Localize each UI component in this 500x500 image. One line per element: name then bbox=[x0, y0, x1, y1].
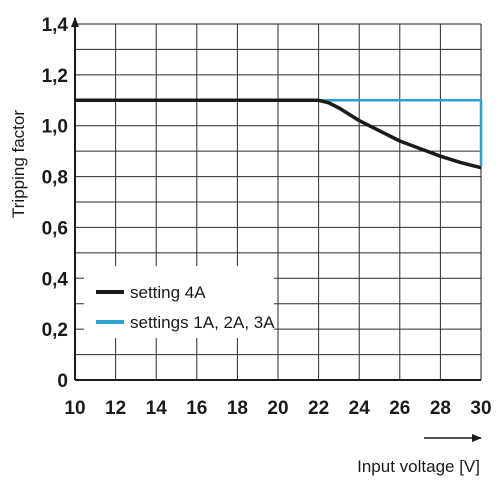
x-tick-label: 20 bbox=[267, 398, 288, 419]
x-tick-label: 22 bbox=[308, 398, 329, 419]
x-tick-label: 26 bbox=[389, 398, 410, 419]
legend: setting 4A settings 1A, 2A, 3A bbox=[84, 266, 275, 338]
y-tick-label: 0,4 bbox=[42, 269, 69, 290]
y-tick-label: 1,4 bbox=[42, 15, 69, 36]
legend-label-settings-1a-2a-3a: settings 1A, 2A, 3A bbox=[130, 313, 275, 332]
y-tick-label: 0,8 bbox=[42, 168, 68, 189]
x-tick-label: 24 bbox=[349, 398, 371, 419]
y-tick-label: 1,2 bbox=[42, 66, 68, 87]
x-tick-label: 14 bbox=[146, 398, 168, 419]
x-tick-label: 18 bbox=[227, 398, 248, 419]
y-axis-title: Tripping factor bbox=[9, 110, 28, 218]
legend-label-setting-4a: setting 4A bbox=[130, 283, 206, 302]
x-axis-title: Input voltage [V] bbox=[357, 457, 480, 476]
tick-labels: 10 12 14 16 18 20 22 24 26 28 30 0 0,2 0,4 0,6 0,8 1,0 1,… bbox=[42, 15, 492, 419]
y-tick-label: 1,0 bbox=[42, 117, 68, 138]
y-tick-label: 0 bbox=[57, 371, 68, 392]
x-tick-label: 12 bbox=[105, 398, 126, 419]
x-tick-label: 28 bbox=[430, 398, 451, 419]
y-tick-label: 0,2 bbox=[42, 320, 68, 341]
x-tick-label: 16 bbox=[186, 398, 207, 419]
y-tick-label: 0,6 bbox=[42, 218, 68, 239]
x-tick-label: 30 bbox=[470, 398, 491, 419]
x-tick-label: 10 bbox=[64, 398, 85, 419]
